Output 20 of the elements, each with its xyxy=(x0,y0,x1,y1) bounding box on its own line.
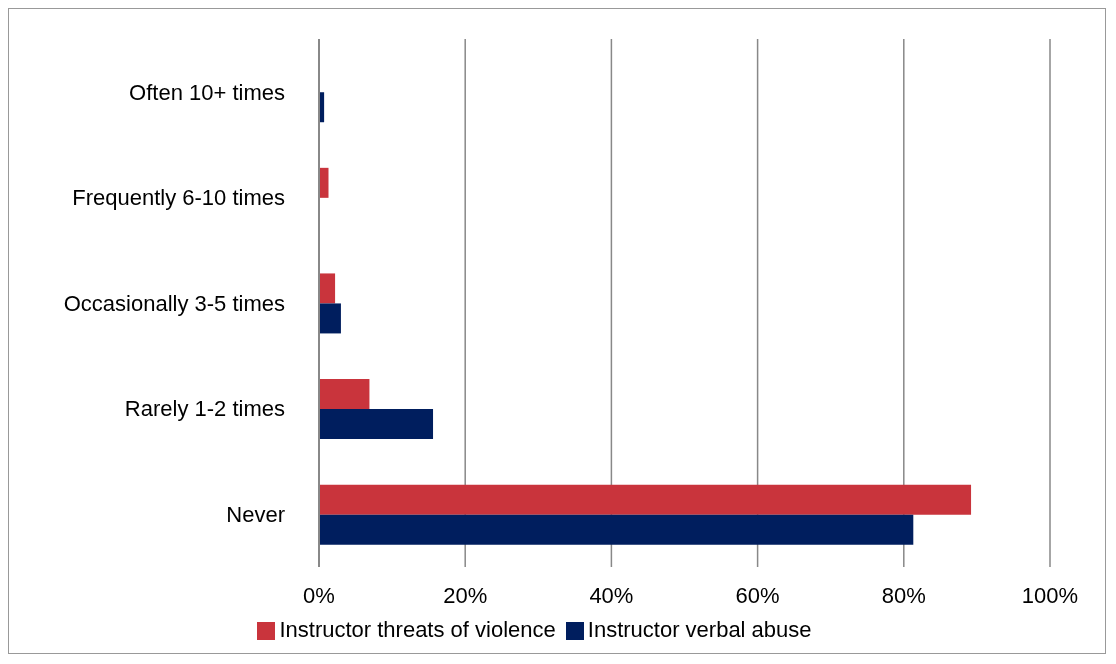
bar xyxy=(319,379,370,410)
bar xyxy=(319,409,434,440)
y-tick-label: Rarely 1-2 times xyxy=(124,396,285,422)
y-tick-label: Often 10+ times xyxy=(129,79,285,105)
y-tick-label: Never xyxy=(226,502,285,528)
x-tick-label: 60% xyxy=(735,582,780,608)
x-tick-label: 20% xyxy=(443,582,488,608)
bar xyxy=(319,514,914,545)
bar xyxy=(319,303,341,334)
y-tick-label: Frequently 6-10 times xyxy=(72,185,285,211)
x-tick-label: 100% xyxy=(1021,582,1079,608)
legend-label: Instructor verbal abuse xyxy=(587,617,812,642)
x-tick-label: 40% xyxy=(589,582,634,608)
bar xyxy=(319,273,336,304)
bar xyxy=(319,484,972,515)
y-tick-label: Occasionally 3-5 times xyxy=(63,290,285,316)
x-tick-label: 80% xyxy=(881,582,926,608)
x-tick-label: 0% xyxy=(303,582,335,608)
legend-label: Instructor threats of violence xyxy=(279,617,556,642)
bar xyxy=(319,167,329,198)
